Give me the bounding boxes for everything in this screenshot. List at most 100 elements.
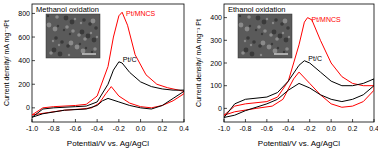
x-tick bbox=[288, 119, 289, 122]
y-tick-label: 0 bbox=[26, 104, 30, 111]
inset-texture bbox=[90, 32, 92, 34]
inset-texture bbox=[246, 36, 250, 40]
x-tick bbox=[97, 119, 98, 122]
inset-texture bbox=[63, 29, 65, 31]
x-tick-label: 0.4 bbox=[369, 125, 378, 132]
inset-texture bbox=[247, 15, 251, 19]
inset-texture bbox=[81, 49, 86, 54]
inset-image bbox=[238, 14, 292, 58]
x-tick bbox=[118, 119, 119, 122]
inset-texture bbox=[274, 18, 278, 22]
inset-texture bbox=[261, 33, 263, 35]
inset-texture bbox=[80, 22, 82, 24]
x-tick-label: -0.8 bbox=[239, 125, 251, 132]
inset-texture bbox=[49, 51, 53, 55]
series-label: Pt/C bbox=[308, 55, 322, 62]
inset-texture bbox=[272, 22, 274, 24]
inset-texture bbox=[272, 30, 277, 35]
inset-texture bbox=[82, 18, 86, 22]
inset-texture bbox=[74, 18, 76, 20]
inset-texture bbox=[65, 25, 69, 29]
scale-bar bbox=[82, 54, 96, 55]
inset-texture bbox=[86, 34, 91, 39]
x-tick bbox=[140, 119, 141, 122]
inset-texture bbox=[258, 44, 262, 48]
inset-texture bbox=[284, 38, 289, 43]
plot-frame bbox=[224, 4, 374, 122]
inset-texture bbox=[77, 33, 81, 37]
plot-frame bbox=[32, 4, 184, 122]
x-tick-label: -0.4 bbox=[91, 125, 103, 132]
y-tick-label: 200 bbox=[210, 60, 222, 67]
x-tick-label: -0.6 bbox=[261, 125, 273, 132]
y-tick-label: 400 bbox=[18, 57, 30, 64]
y-tick-label: 300 bbox=[210, 37, 222, 44]
inset-texture bbox=[88, 22, 92, 26]
inset-texture bbox=[58, 52, 63, 57]
inset-texture bbox=[85, 47, 87, 49]
series-label: Pt/MNCS bbox=[312, 16, 342, 23]
y-axis-label: Current density/ mA mg⁻¹ Pt bbox=[195, 19, 203, 107]
inset-texture bbox=[266, 18, 268, 20]
y-tick-label: 800 bbox=[18, 10, 30, 17]
x-tick bbox=[75, 119, 76, 122]
x-tick-label: -0.2 bbox=[304, 125, 316, 132]
x-axis-label: Potential/V vs. Ag/AgCl bbox=[67, 139, 149, 148]
inset-texture bbox=[241, 51, 245, 55]
x-tick-label: -1.0 bbox=[218, 125, 230, 132]
inset-texture bbox=[283, 19, 288, 24]
inset-texture bbox=[249, 25, 251, 27]
x-tick-label: 0.4 bbox=[179, 125, 189, 132]
x-tick-label: -0.4 bbox=[282, 125, 294, 132]
y-tick bbox=[32, 107, 35, 108]
inset-image bbox=[46, 14, 100, 58]
inset-texture bbox=[269, 33, 273, 37]
inset-texture bbox=[54, 36, 58, 40]
inset-texture bbox=[91, 51, 93, 53]
y-tick bbox=[224, 85, 227, 86]
inset-texture bbox=[68, 54, 70, 56]
scale-bar bbox=[274, 54, 288, 55]
x-tick bbox=[331, 119, 332, 122]
y-tick bbox=[224, 108, 227, 109]
inset-texture bbox=[55, 15, 59, 19]
y-tick bbox=[224, 17, 227, 18]
x-tick-label: -1.0 bbox=[26, 125, 38, 132]
inset-texture bbox=[52, 40, 54, 42]
inset-texture bbox=[282, 32, 284, 34]
x-tick bbox=[374, 119, 375, 122]
y-tick bbox=[32, 37, 35, 38]
inset-texture bbox=[257, 25, 261, 29]
panel: -1.0-0.8-0.6-0.4-0.20.00.20.401002003004… bbox=[195, 4, 378, 148]
x-tick-label: -0.6 bbox=[69, 125, 81, 132]
series-label: Pt/C bbox=[123, 56, 137, 63]
inset-texture bbox=[261, 41, 266, 46]
y-tick bbox=[32, 84, 35, 85]
figure: -1.0-0.8-0.6-0.4-0.20.00.20.402004006008… bbox=[0, 0, 378, 153]
inset-texture bbox=[52, 48, 57, 53]
x-tick bbox=[352, 119, 353, 122]
inset-texture bbox=[271, 43, 273, 45]
inset-texture bbox=[283, 51, 285, 53]
x-tick bbox=[309, 119, 310, 122]
x-tick bbox=[53, 119, 54, 122]
x-tick bbox=[184, 119, 185, 122]
y-tick bbox=[224, 40, 227, 41]
inset-texture bbox=[94, 26, 98, 30]
inset-texture bbox=[79, 43, 81, 45]
series-label: Pt/MNCS bbox=[126, 10, 156, 17]
inset-texture bbox=[60, 40, 64, 44]
inset-texture bbox=[47, 15, 49, 17]
y-tick bbox=[32, 13, 35, 14]
x-axis-label: Potential/V vs. Ag/AgCl bbox=[258, 139, 340, 148]
y-tick bbox=[224, 63, 227, 64]
inset-texture bbox=[239, 15, 241, 17]
x-tick bbox=[266, 119, 267, 122]
x-tick-label: 0.2 bbox=[348, 125, 358, 132]
inset-texture bbox=[64, 16, 69, 21]
inset-texture bbox=[93, 47, 97, 51]
inset-texture bbox=[250, 52, 255, 57]
inset-texture bbox=[66, 44, 70, 48]
inset-texture bbox=[273, 49, 278, 54]
inset-texture bbox=[267, 45, 272, 50]
